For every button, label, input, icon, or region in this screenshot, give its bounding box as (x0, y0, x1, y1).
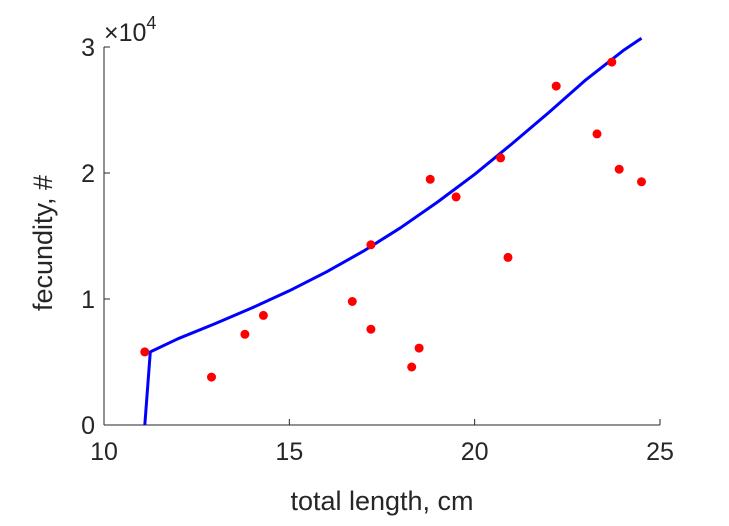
data-point (258, 310, 268, 320)
data-point (496, 153, 506, 163)
data-point (451, 192, 461, 202)
data-point (607, 57, 617, 67)
data-point (592, 129, 602, 139)
y-multiplier-base: 10 (119, 19, 147, 47)
y-tick-label: 3 (81, 34, 95, 62)
data-point (240, 329, 250, 339)
y-tick-label: 2 (81, 160, 95, 188)
x-tick-label: 25 (646, 438, 674, 466)
plot-area (140, 36, 646, 426)
y-multiplier-prefix: × (104, 19, 119, 47)
x-tick-label: 20 (461, 438, 489, 466)
data-point (503, 252, 513, 262)
data-point (366, 324, 376, 334)
axes: 10 15 20 25 0 1 2 3 (81, 34, 674, 466)
y-axis-multiplier: ×104 (104, 13, 156, 47)
y-tick-label: 1 (81, 286, 95, 314)
data-point (140, 347, 150, 357)
y-tick-label: 0 (81, 412, 95, 440)
fit-line (143, 36, 643, 426)
data-point (551, 81, 561, 91)
data-point (366, 240, 376, 250)
data-point (637, 177, 646, 187)
data-point (207, 372, 216, 382)
data-point (414, 343, 424, 353)
x-tick-label: 15 (275, 438, 303, 466)
x-axis-label: total length, cm (290, 486, 473, 516)
y-multiplier-exponent: 4 (146, 13, 156, 33)
data-point (614, 164, 624, 174)
data-point (407, 362, 417, 372)
data-point (425, 174, 435, 184)
axis-labels: total length, cm fecundity, # ×104 (28, 13, 474, 516)
y-axis-label: fecundity, # (28, 175, 58, 311)
data-point (347, 297, 357, 306)
x-tick-label: 10 (90, 438, 118, 466)
